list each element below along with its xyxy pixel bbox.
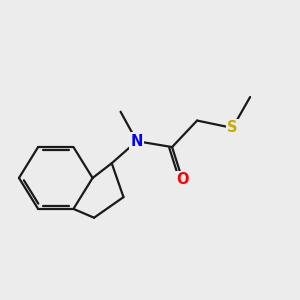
Text: N: N bbox=[130, 134, 143, 149]
Text: O: O bbox=[176, 172, 189, 187]
Text: S: S bbox=[227, 120, 238, 135]
